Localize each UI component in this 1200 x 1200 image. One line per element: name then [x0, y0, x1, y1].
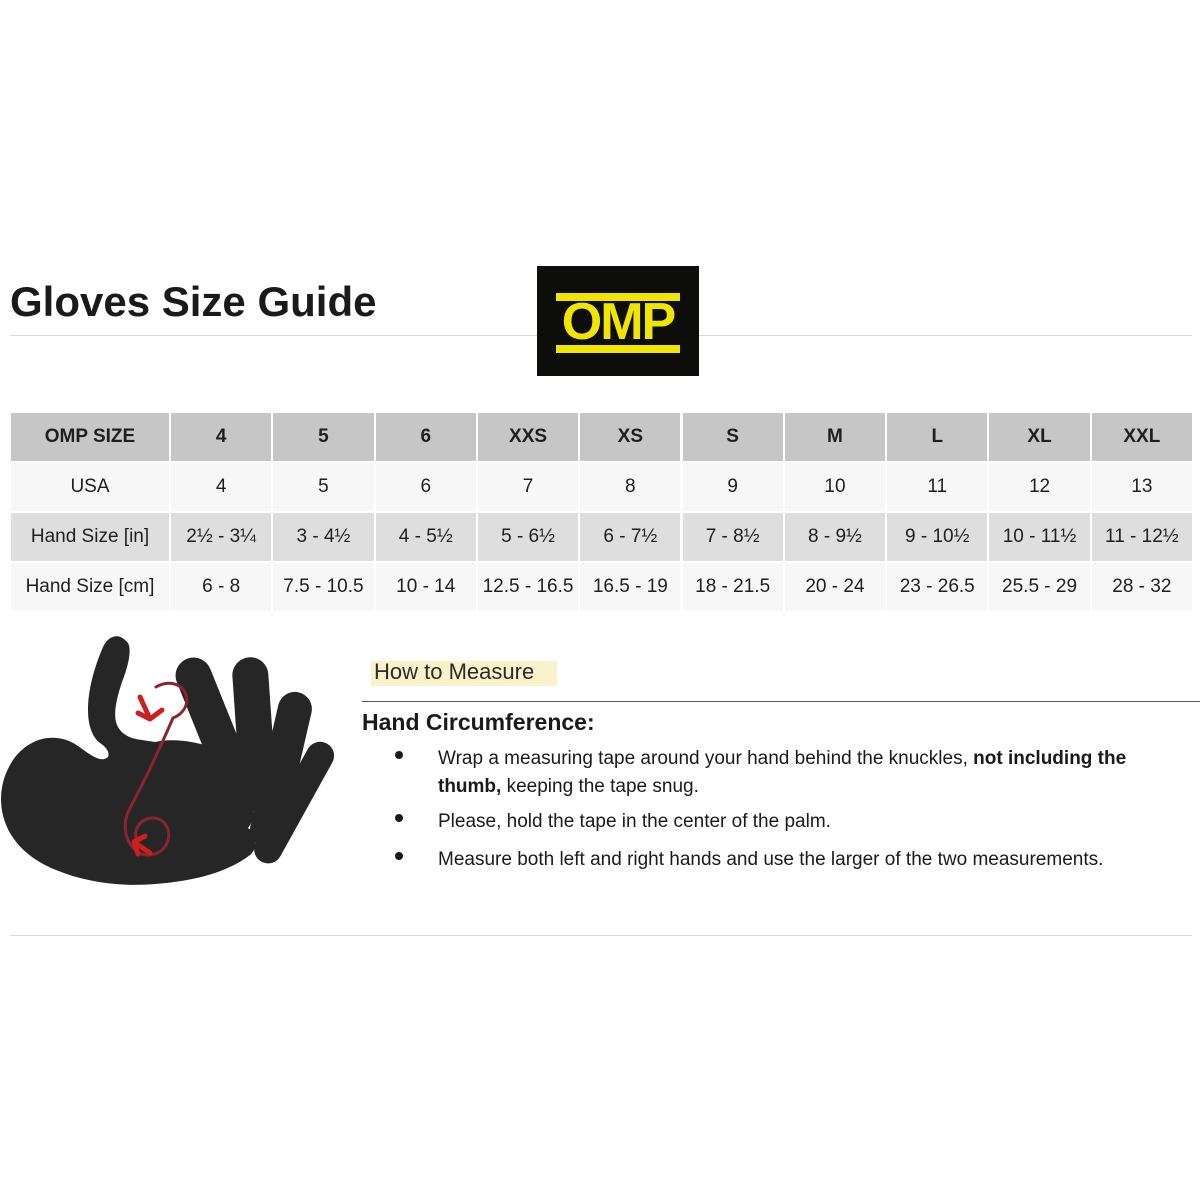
svg-text:OMP: OMP — [562, 293, 675, 351]
